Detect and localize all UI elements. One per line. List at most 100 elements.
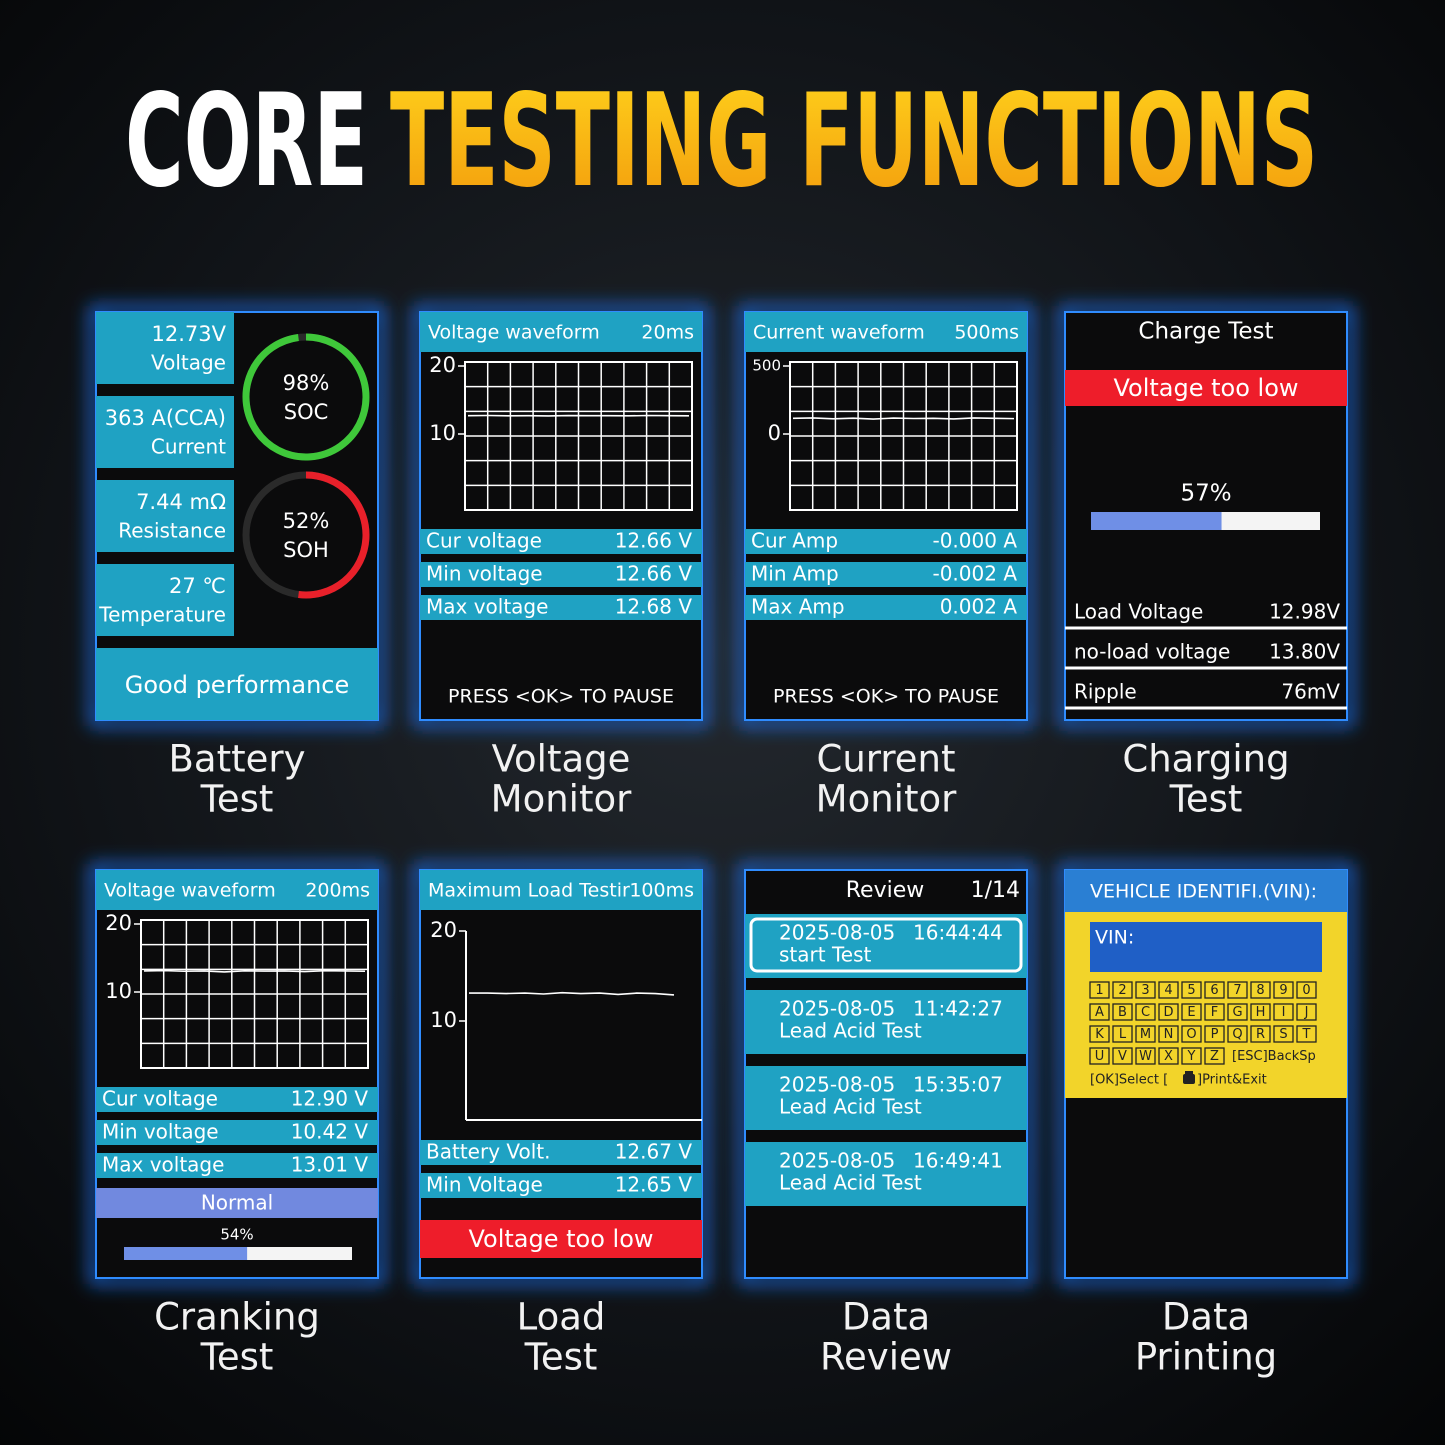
key[interactable] [1112,1025,1133,1043]
screen [419,311,703,721]
key-label: A [1095,1005,1104,1020]
status-bar [96,1188,378,1218]
key[interactable] [1158,981,1179,999]
header-title: Maximum Load Testir [428,880,630,902]
key[interactable] [1181,1003,1202,1021]
record-row [745,1142,1027,1206]
key[interactable] [1273,1003,1294,1021]
key[interactable] [1089,1003,1110,1021]
key[interactable] [1112,1003,1133,1021]
key[interactable] [1296,1003,1317,1021]
key[interactable] [1273,981,1294,999]
caption: Charging [1122,738,1289,781]
reading-row [745,595,1027,620]
key[interactable] [1089,1047,1110,1065]
key[interactable] [1112,981,1133,999]
reading-cell [96,564,234,636]
key-label: V [1118,1049,1127,1064]
key[interactable] [1250,981,1271,999]
key[interactable] [1135,1047,1156,1065]
row-value: 12.66 V [615,529,693,553]
key[interactable] [1089,981,1110,999]
record-time: 15:35:07 [913,1073,1003,1097]
header-title: Current waveform [753,322,925,344]
key[interactable] [1204,1003,1225,1021]
key[interactable] [1204,1025,1225,1043]
panel-glow [1059,864,1353,1284]
row-value: 12.65 V [615,1173,693,1197]
key[interactable] [1181,1025,1202,1043]
backspace-key: [ESC]BackSp [1232,1049,1316,1064]
record-row [745,914,1027,978]
row-value: 12.98V [1269,600,1340,624]
key-label: J [1304,1005,1309,1020]
reading-row [745,562,1027,587]
vin-label: VIN: [1095,927,1134,949]
caption: Monitor [491,778,632,821]
panel-glow [739,864,1033,1284]
record-date: 2025-08-05 [779,1149,895,1173]
alert-bar [420,1220,702,1258]
key[interactable] [1089,1025,1110,1043]
key[interactable] [1181,1047,1202,1065]
key[interactable] [1158,1047,1179,1065]
cell-reading: 12.73V [152,322,227,346]
gauge-label: 52% [283,509,330,533]
caption: Current [817,738,956,781]
row-value: 13.01 V [291,1153,369,1177]
cell-reading: 363 A(CCA) [105,406,226,430]
footer-hint: PRESS <OK> TO PAUSE [773,686,999,708]
reading-row [745,529,1027,554]
caption: Review [820,1336,952,1379]
y-tick-label: 20 [105,911,132,935]
key[interactable] [1135,1003,1156,1021]
record-test: start Test [779,943,871,967]
header-title: VEHICLE IDENTIFI.(VIN): [1090,881,1317,903]
key-label: R [1256,1027,1265,1042]
row-label: Max voltage [426,595,548,619]
row-label: no-load voltage [1074,640,1230,664]
cell-label: Voltage [151,351,226,375]
key[interactable] [1158,1025,1179,1043]
progress-fill [1091,512,1222,530]
key[interactable] [1227,981,1248,999]
key[interactable] [1135,981,1156,999]
key-label: Y [1187,1049,1196,1064]
key[interactable] [1273,1025,1294,1043]
reading-row [420,1173,702,1198]
key-label: M [1140,1027,1151,1042]
key[interactable] [1204,1047,1225,1065]
key[interactable] [1250,1003,1271,1021]
waveform [792,417,1015,420]
key-label: E [1187,1005,1195,1020]
key[interactable] [1158,1003,1179,1021]
y-tick-label: 10 [429,421,456,445]
key-label: K [1095,1027,1104,1042]
reading-row [420,562,702,587]
caption: Test [200,1336,274,1379]
key[interactable] [1204,981,1225,999]
header-title: Voltage waveform [104,880,276,902]
key[interactable] [1296,981,1317,999]
cell-label: Current [151,435,226,459]
key[interactable] [1135,1025,1156,1043]
reading-cell [96,396,234,468]
cell-reading: 27 ℃ [169,574,226,598]
key[interactable] [1250,1025,1271,1043]
key[interactable] [1181,981,1202,999]
key[interactable] [1296,1025,1317,1043]
key[interactable] [1112,1047,1133,1065]
row-label: Max voltage [102,1153,224,1177]
waveform [469,991,675,996]
key[interactable] [1227,1025,1248,1043]
caption: Test [524,1336,598,1379]
reading-row [96,1120,378,1145]
progress-label: 57% [1180,481,1231,507]
key-label: 7 [1233,983,1241,998]
panel-glow [90,864,384,1284]
screen [744,311,1028,721]
key[interactable] [1227,1003,1248,1021]
panel-glow [739,306,1033,726]
